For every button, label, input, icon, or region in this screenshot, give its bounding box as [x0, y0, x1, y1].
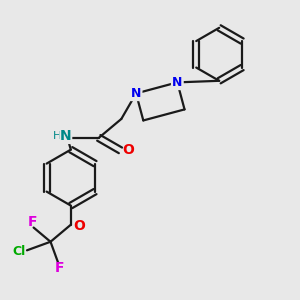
- Text: F: F: [27, 215, 37, 229]
- Text: Cl: Cl: [12, 245, 26, 258]
- Text: N: N: [172, 76, 182, 89]
- Text: O: O: [122, 143, 134, 158]
- Text: F: F: [55, 261, 64, 275]
- Text: H: H: [53, 131, 61, 141]
- Text: N: N: [60, 129, 72, 143]
- Text: N: N: [131, 87, 141, 100]
- Text: O: O: [73, 219, 85, 233]
